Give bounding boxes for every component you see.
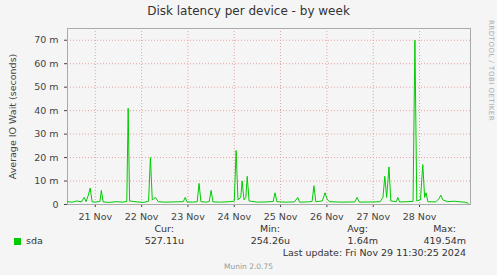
svg-text:25 Nov: 25 Nov <box>264 211 298 220</box>
html-text:RRDTOOL / TOBI OETIKER: RRDTOOL / TOBI OETIKER <box>487 20 495 122</box>
html-text:1.64m: 1.64m <box>347 235 378 246</box>
svg-text:22 Nov: 22 Nov <box>125 211 159 220</box>
html-text:254.26u: 254.26u <box>250 235 290 246</box>
html-text:Max:: Max: <box>433 223 456 234</box>
svg-text:23 Nov: 23 Nov <box>171 211 205 220</box>
svg-text:0: 0 <box>52 199 58 210</box>
svg-text:26 Nov: 26 Nov <box>310 211 344 220</box>
html-text:sda: sda <box>26 235 43 246</box>
svg-text:20 m: 20 m <box>34 152 58 163</box>
html-text:Munin 2.0.75: Munin 2.0.75 <box>224 262 273 271</box>
html-text:Disk latency per device - by w: Disk latency per device - by week <box>147 4 350 18</box>
svg-text:28 Nov: 28 Nov <box>403 211 437 220</box>
svg-text:21 Nov: 21 Nov <box>78 211 112 220</box>
svg-text:50 m: 50 m <box>34 81 58 92</box>
svg-text:24 Nov: 24 Nov <box>217 211 251 220</box>
svg-text:60 m: 60 m <box>34 58 58 69</box>
svg-text:70 m: 70 m <box>34 34 58 45</box>
svg-text:Average IO Wait (seconds): Average IO Wait (seconds) <box>7 54 18 180</box>
html-text:419.54m: 419.54m <box>423 235 466 246</box>
html-text:Avg:: Avg: <box>347 223 368 234</box>
html-text:Min:: Min: <box>259 223 280 234</box>
html-text:Cur:: Cur: <box>154 223 174 234</box>
svg-text:10 m: 10 m <box>34 175 58 186</box>
svg-text:30 m: 30 m <box>34 128 58 139</box>
html-text:Last update: Fri Nov 29 11:30:: Last update: Fri Nov 29 11:30:25 2024 <box>282 247 466 258</box>
html-text:527.11u: 527.11u <box>144 235 184 246</box>
svg-text:27 Nov: 27 Nov <box>356 211 390 220</box>
svg-text:40 m: 40 m <box>34 105 58 116</box>
